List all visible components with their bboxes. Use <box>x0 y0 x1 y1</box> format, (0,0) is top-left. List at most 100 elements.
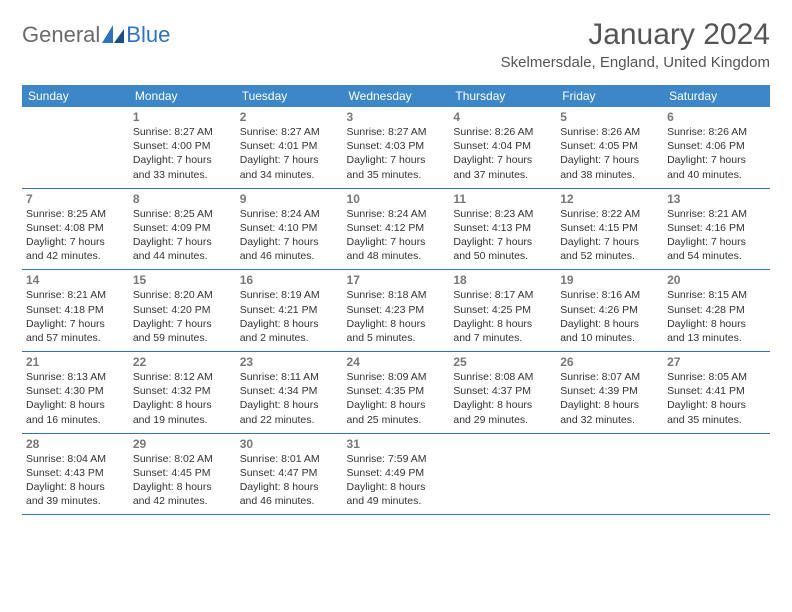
sun-info: Sunrise: 8:24 AMSunset: 4:10 PMDaylight:… <box>240 207 339 264</box>
day-header: Friday <box>556 85 663 107</box>
day-number: 14 <box>26 273 125 287</box>
calendar-cell: 18Sunrise: 8:17 AMSunset: 4:25 PMDayligh… <box>449 270 556 352</box>
logo-text-blue: Blue <box>126 22 170 48</box>
day-number: 21 <box>26 355 125 369</box>
calendar-cell: 6Sunrise: 8:26 AMSunset: 4:06 PMDaylight… <box>663 107 770 188</box>
calendar-cell: 10Sunrise: 8:24 AMSunset: 4:12 PMDayligh… <box>343 188 450 270</box>
calendar-cell: 16Sunrise: 8:19 AMSunset: 4:21 PMDayligh… <box>236 270 343 352</box>
sun-info: Sunrise: 8:18 AMSunset: 4:23 PMDaylight:… <box>347 288 446 345</box>
day-header: Tuesday <box>236 85 343 107</box>
calendar-cell: 9Sunrise: 8:24 AMSunset: 4:10 PMDaylight… <box>236 188 343 270</box>
day-number: 26 <box>560 355 659 369</box>
calendar-cell: 8Sunrise: 8:25 AMSunset: 4:09 PMDaylight… <box>129 188 236 270</box>
sun-info: Sunrise: 8:21 AMSunset: 4:18 PMDaylight:… <box>26 288 125 345</box>
day-number: 28 <box>26 437 125 451</box>
calendar-cell: 22Sunrise: 8:12 AMSunset: 4:32 PMDayligh… <box>129 352 236 434</box>
calendar-table: Sunday Monday Tuesday Wednesday Thursday… <box>22 85 770 515</box>
sun-info: Sunrise: 8:23 AMSunset: 4:13 PMDaylight:… <box>453 207 552 264</box>
day-header: Wednesday <box>343 85 450 107</box>
calendar-row: 1Sunrise: 8:27 AMSunset: 4:00 PMDaylight… <box>22 107 770 188</box>
sun-info: Sunrise: 8:17 AMSunset: 4:25 PMDaylight:… <box>453 288 552 345</box>
day-number: 18 <box>453 273 552 287</box>
calendar-cell: 19Sunrise: 8:16 AMSunset: 4:26 PMDayligh… <box>556 270 663 352</box>
sun-info: Sunrise: 8:11 AMSunset: 4:34 PMDaylight:… <box>240 370 339 427</box>
calendar-cell <box>663 433 770 515</box>
sun-info: Sunrise: 8:08 AMSunset: 4:37 PMDaylight:… <box>453 370 552 427</box>
title-block: January 2024 Skelmersdale, England, Unit… <box>501 18 770 71</box>
calendar-cell: 5Sunrise: 8:26 AMSunset: 4:05 PMDaylight… <box>556 107 663 188</box>
calendar-cell: 27Sunrise: 8:05 AMSunset: 4:41 PMDayligh… <box>663 352 770 434</box>
sun-info: Sunrise: 7:59 AMSunset: 4:49 PMDaylight:… <box>347 452 446 509</box>
logo: General Blue <box>22 22 170 48</box>
day-number: 23 <box>240 355 339 369</box>
day-header: Sunday <box>22 85 129 107</box>
day-number: 10 <box>347 192 446 206</box>
location: Skelmersdale, England, United Kingdom <box>501 54 770 71</box>
calendar-cell <box>556 433 663 515</box>
calendar-cell: 21Sunrise: 8:13 AMSunset: 4:30 PMDayligh… <box>22 352 129 434</box>
day-number: 17 <box>347 273 446 287</box>
sun-info: Sunrise: 8:24 AMSunset: 4:12 PMDaylight:… <box>347 207 446 264</box>
logo-sail-icon <box>102 25 124 45</box>
calendar-cell: 14Sunrise: 8:21 AMSunset: 4:18 PMDayligh… <box>22 270 129 352</box>
calendar-row: 14Sunrise: 8:21 AMSunset: 4:18 PMDayligh… <box>22 270 770 352</box>
day-number: 8 <box>133 192 232 206</box>
sun-info: Sunrise: 8:20 AMSunset: 4:20 PMDaylight:… <box>133 288 232 345</box>
day-number: 20 <box>667 273 766 287</box>
day-number: 22 <box>133 355 232 369</box>
calendar-cell: 12Sunrise: 8:22 AMSunset: 4:15 PMDayligh… <box>556 188 663 270</box>
sun-info: Sunrise: 8:12 AMSunset: 4:32 PMDaylight:… <box>133 370 232 427</box>
sun-info: Sunrise: 8:22 AMSunset: 4:15 PMDaylight:… <box>560 207 659 264</box>
day-number: 31 <box>347 437 446 451</box>
sun-info: Sunrise: 8:16 AMSunset: 4:26 PMDaylight:… <box>560 288 659 345</box>
day-number: 13 <box>667 192 766 206</box>
sun-info: Sunrise: 8:09 AMSunset: 4:35 PMDaylight:… <box>347 370 446 427</box>
calendar-cell: 31Sunrise: 7:59 AMSunset: 4:49 PMDayligh… <box>343 433 450 515</box>
sun-info: Sunrise: 8:04 AMSunset: 4:43 PMDaylight:… <box>26 452 125 509</box>
header: General Blue January 2024 Skelmersdale, … <box>22 18 770 71</box>
sun-info: Sunrise: 8:25 AMSunset: 4:08 PMDaylight:… <box>26 207 125 264</box>
sun-info: Sunrise: 8:27 AMSunset: 4:03 PMDaylight:… <box>347 125 446 182</box>
sun-info: Sunrise: 8:19 AMSunset: 4:21 PMDaylight:… <box>240 288 339 345</box>
sun-info: Sunrise: 8:27 AMSunset: 4:01 PMDaylight:… <box>240 125 339 182</box>
calendar-cell: 20Sunrise: 8:15 AMSunset: 4:28 PMDayligh… <box>663 270 770 352</box>
calendar-row: 28Sunrise: 8:04 AMSunset: 4:43 PMDayligh… <box>22 433 770 515</box>
day-number: 24 <box>347 355 446 369</box>
calendar-cell: 15Sunrise: 8:20 AMSunset: 4:20 PMDayligh… <box>129 270 236 352</box>
day-number: 16 <box>240 273 339 287</box>
month-title: January 2024 <box>501 18 770 52</box>
day-number: 7 <box>26 192 125 206</box>
sun-info: Sunrise: 8:25 AMSunset: 4:09 PMDaylight:… <box>133 207 232 264</box>
calendar-cell: 13Sunrise: 8:21 AMSunset: 4:16 PMDayligh… <box>663 188 770 270</box>
day-number: 30 <box>240 437 339 451</box>
day-header-row: Sunday Monday Tuesday Wednesday Thursday… <box>22 85 770 107</box>
day-number: 3 <box>347 110 446 124</box>
day-number: 5 <box>560 110 659 124</box>
day-header: Thursday <box>449 85 556 107</box>
day-header: Monday <box>129 85 236 107</box>
day-number: 15 <box>133 273 232 287</box>
day-number: 29 <box>133 437 232 451</box>
calendar-cell: 24Sunrise: 8:09 AMSunset: 4:35 PMDayligh… <box>343 352 450 434</box>
sun-info: Sunrise: 8:01 AMSunset: 4:47 PMDaylight:… <box>240 452 339 509</box>
calendar-cell: 11Sunrise: 8:23 AMSunset: 4:13 PMDayligh… <box>449 188 556 270</box>
day-number: 4 <box>453 110 552 124</box>
calendar-cell <box>22 107 129 188</box>
calendar-cell: 17Sunrise: 8:18 AMSunset: 4:23 PMDayligh… <box>343 270 450 352</box>
calendar-cell: 26Sunrise: 8:07 AMSunset: 4:39 PMDayligh… <box>556 352 663 434</box>
sun-info: Sunrise: 8:05 AMSunset: 4:41 PMDaylight:… <box>667 370 766 427</box>
calendar-cell <box>449 433 556 515</box>
calendar-cell: 30Sunrise: 8:01 AMSunset: 4:47 PMDayligh… <box>236 433 343 515</box>
sun-info: Sunrise: 8:07 AMSunset: 4:39 PMDaylight:… <box>560 370 659 427</box>
day-number: 6 <box>667 110 766 124</box>
calendar-cell: 1Sunrise: 8:27 AMSunset: 4:00 PMDaylight… <box>129 107 236 188</box>
day-number: 25 <box>453 355 552 369</box>
calendar-row: 21Sunrise: 8:13 AMSunset: 4:30 PMDayligh… <box>22 352 770 434</box>
calendar-cell: 2Sunrise: 8:27 AMSunset: 4:01 PMDaylight… <box>236 107 343 188</box>
day-number: 19 <box>560 273 659 287</box>
sun-info: Sunrise: 8:26 AMSunset: 4:04 PMDaylight:… <box>453 125 552 182</box>
calendar-row: 7Sunrise: 8:25 AMSunset: 4:08 PMDaylight… <box>22 188 770 270</box>
day-number: 12 <box>560 192 659 206</box>
sun-info: Sunrise: 8:26 AMSunset: 4:05 PMDaylight:… <box>560 125 659 182</box>
sun-info: Sunrise: 8:26 AMSunset: 4:06 PMDaylight:… <box>667 125 766 182</box>
